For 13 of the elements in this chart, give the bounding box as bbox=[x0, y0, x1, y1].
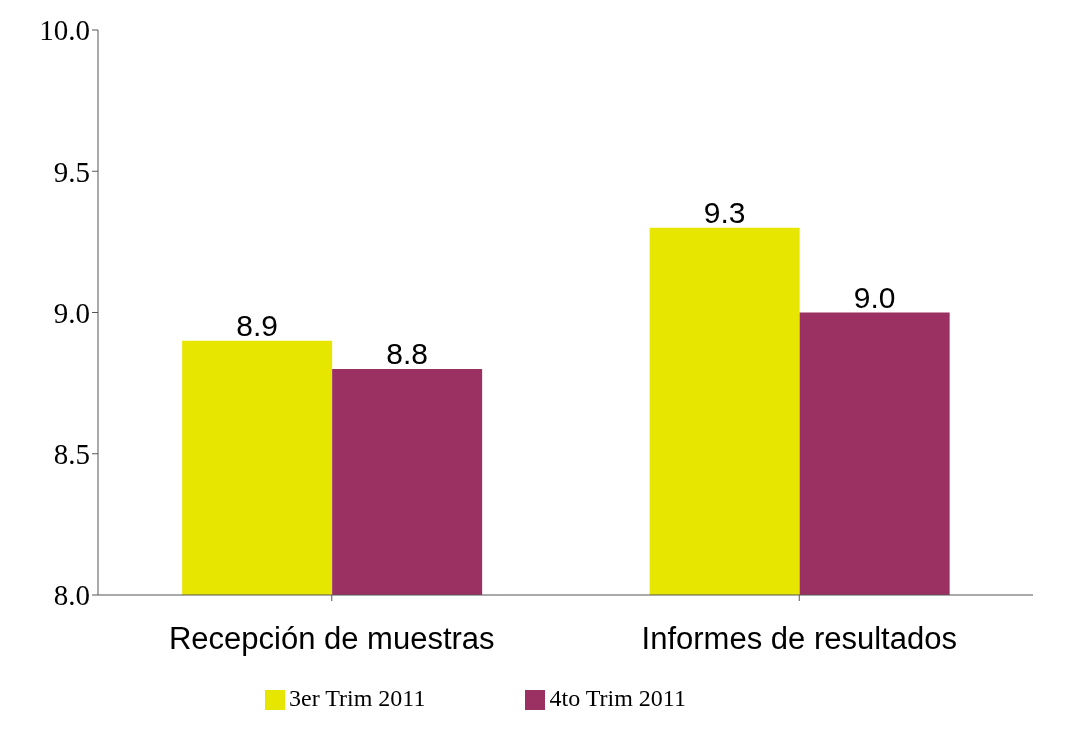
x-tick-label: Recepción de muestras bbox=[168, 621, 495, 657]
data-label: 8.9 bbox=[236, 308, 279, 342]
data-label: 9.0 bbox=[853, 280, 896, 314]
y-tick-label: 8.5 bbox=[53, 438, 90, 471]
legend-label: 3er Trim 2011 bbox=[289, 685, 426, 711]
y-tick-label: 9.0 bbox=[53, 296, 90, 329]
x-tick-label: Informes de resultados bbox=[641, 621, 957, 657]
data-label: 8.8 bbox=[386, 337, 429, 370]
y-tick-label: 10.0 bbox=[39, 14, 90, 47]
y-tick-label: 8.0 bbox=[53, 579, 90, 612]
data-label: 9.3 bbox=[703, 195, 746, 229]
y-tick-label: 9.5 bbox=[53, 155, 90, 188]
legend-label: 4to Trim 2011 bbox=[549, 685, 686, 711]
